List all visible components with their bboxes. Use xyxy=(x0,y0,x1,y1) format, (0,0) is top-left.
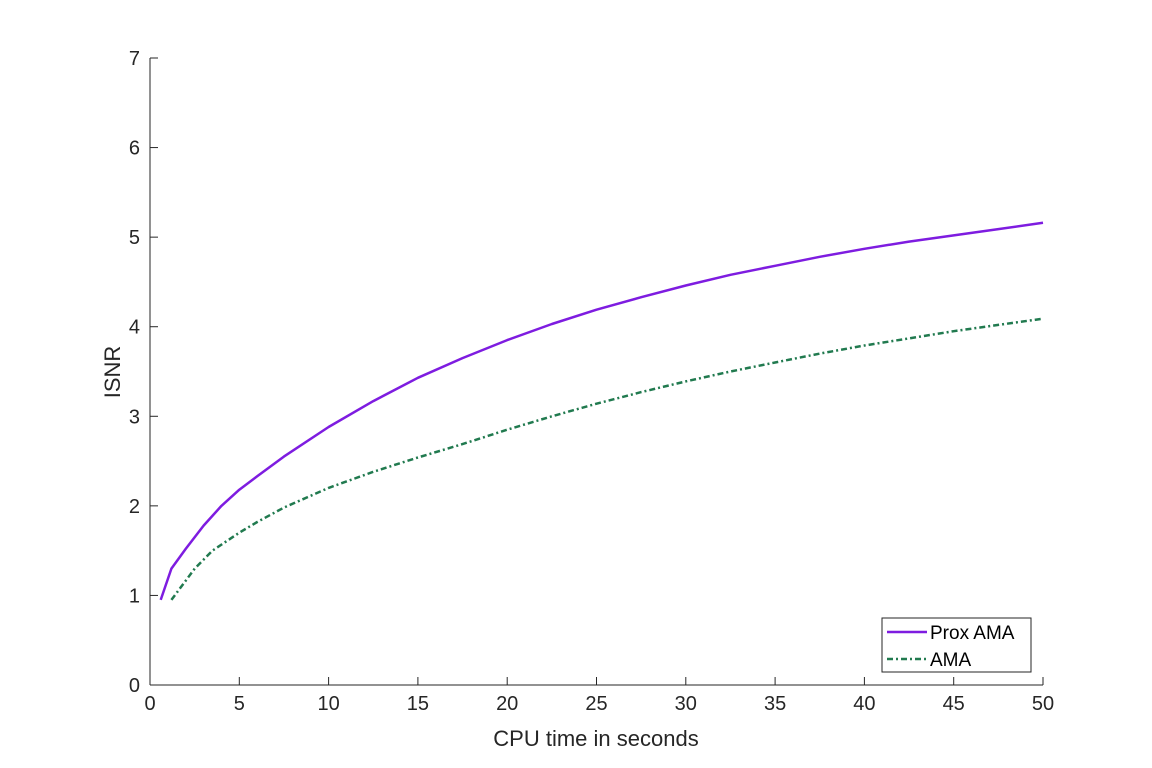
y-tick-label: 7 xyxy=(129,48,140,70)
x-tick-label: 30 xyxy=(675,693,697,715)
y-tick-label: 4 xyxy=(129,317,140,339)
x-tick-label: 20 xyxy=(496,693,518,715)
x-tick-label: 50 xyxy=(1032,693,1054,715)
x-tick-label: 10 xyxy=(317,693,339,715)
x-tick-label: 45 xyxy=(943,693,965,715)
y-tick-label: 6 xyxy=(129,138,140,160)
legend-label-ama: AMA xyxy=(930,650,972,671)
series-line-prox-ama xyxy=(159,221,1044,601)
x-tick-label: 15 xyxy=(407,693,429,715)
series-line-ama xyxy=(170,317,1044,601)
x-tick-label: 5 xyxy=(234,693,245,715)
series-layer xyxy=(159,221,1044,601)
x-tick-label: 40 xyxy=(853,693,875,715)
legend: Prox AMA AMA xyxy=(881,617,1032,673)
y-axis-label: ISNR xyxy=(100,346,125,399)
x-tick-label: 0 xyxy=(144,693,155,715)
x-axis-label: CPU time in seconds xyxy=(493,726,698,751)
x-tick-labels: 0 5 10 15 20 25 30 35 40 45 50 xyxy=(144,693,1054,715)
axis-ticks xyxy=(149,57,1044,686)
y-tick-label: 5 xyxy=(129,227,140,249)
y-tick-label: 0 xyxy=(129,675,140,697)
legend-label-prox-ama: Prox AMA xyxy=(930,623,1015,644)
x-tick-label: 25 xyxy=(585,693,607,715)
y-tick-label: 3 xyxy=(129,406,140,428)
y-tick-label: 2 xyxy=(129,496,140,518)
y-tick-labels: 0 1 2 3 4 5 6 7 xyxy=(129,48,140,697)
y-tick-label: 1 xyxy=(129,585,140,607)
legend-box xyxy=(881,617,1032,673)
x-tick-label: 35 xyxy=(764,693,786,715)
